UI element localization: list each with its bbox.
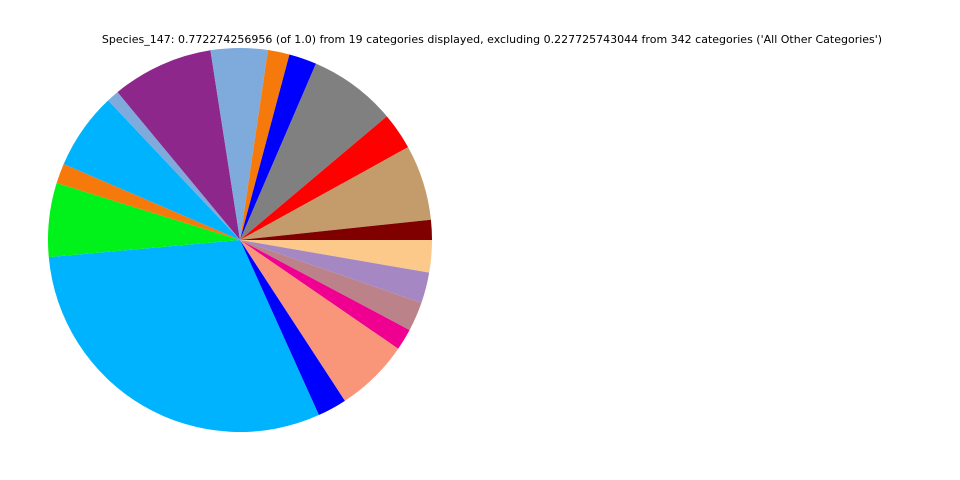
pie-slice	[240, 240, 399, 401]
pie-slice	[210, 48, 269, 240]
pie-slice	[240, 240, 345, 416]
pie-slice	[240, 240, 433, 273]
pie-slice	[240, 240, 410, 349]
chart-title: Species_147: 0.772274256956 (of 1.0) fro…	[102, 33, 882, 46]
pie-slice	[240, 63, 387, 240]
pie-slice	[240, 116, 409, 240]
pie-slice	[48, 240, 319, 432]
pie-slice	[47, 183, 240, 258]
pie-slice	[108, 92, 240, 240]
pie-slice	[240, 54, 316, 240]
pie-slice	[240, 50, 290, 240]
pie-slice	[240, 240, 430, 303]
pie-slice	[117, 50, 240, 240]
pie-slice	[56, 164, 241, 240]
pie-slice	[240, 219, 432, 240]
pie-slice	[63, 100, 240, 240]
pie-slice	[240, 147, 431, 240]
pie-slice	[240, 240, 422, 331]
